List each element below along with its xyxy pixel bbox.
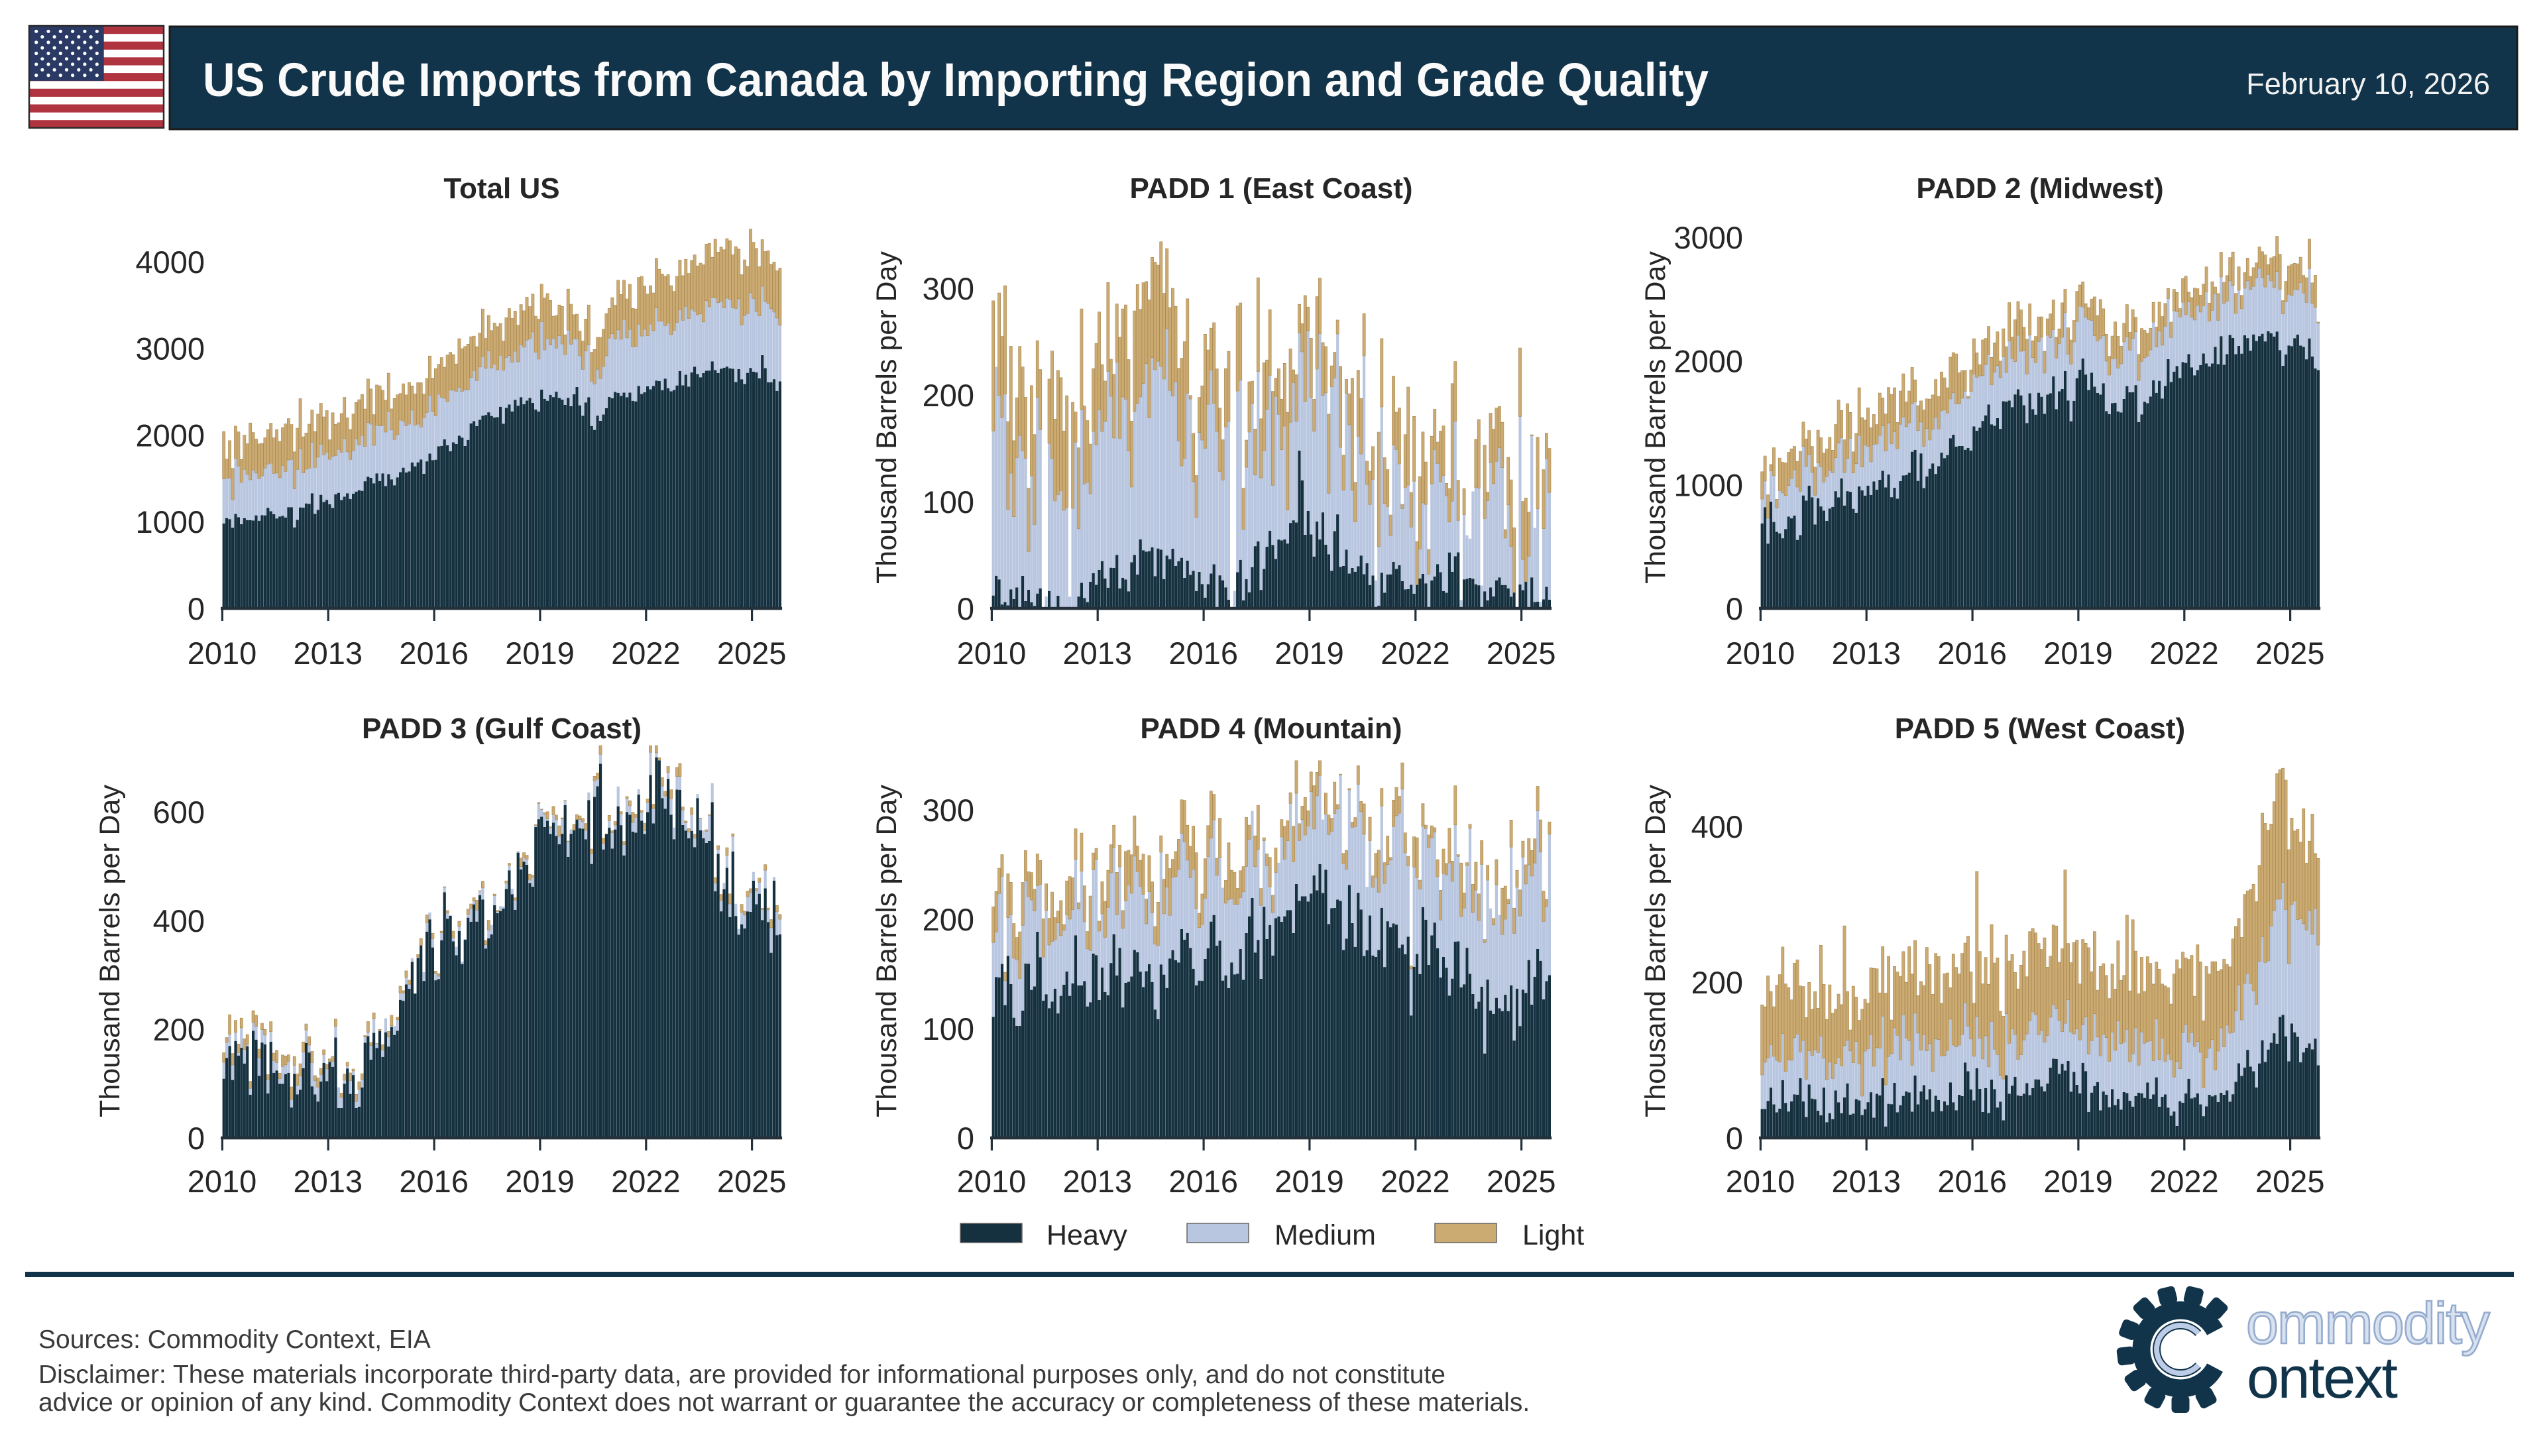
svg-text:Light: Light xyxy=(1522,1219,1584,1251)
svg-text:Thousand Barrels per Day: Thousand Barrels per Day xyxy=(871,785,903,1117)
svg-text:2016: 2016 xyxy=(399,636,469,671)
svg-text:2022: 2022 xyxy=(2149,636,2219,671)
svg-text:2013: 2013 xyxy=(1063,1164,1133,1199)
svg-text:2013: 2013 xyxy=(294,1164,363,1199)
svg-text:Medium: Medium xyxy=(1274,1219,1376,1251)
svg-text:2000: 2000 xyxy=(1673,344,1743,379)
svg-text:2013: 2013 xyxy=(1832,1164,1901,1199)
svg-text:300: 300 xyxy=(923,271,974,306)
svg-text:200: 200 xyxy=(923,902,974,937)
svg-text:2025: 2025 xyxy=(2255,1164,2325,1199)
svg-text:2010: 2010 xyxy=(957,636,1027,671)
svg-text:2010: 2010 xyxy=(957,1164,1027,1199)
svg-text:Thousand Barrels per Day: Thousand Barrels per Day xyxy=(1640,785,1671,1117)
svg-text:PADD 5 (West Coast): PADD 5 (West Coast) xyxy=(1895,712,2185,745)
svg-text:2025: 2025 xyxy=(2255,636,2325,671)
svg-text:2025: 2025 xyxy=(717,636,787,671)
svg-text:2016: 2016 xyxy=(399,1164,469,1199)
svg-text:Total US: Total US xyxy=(443,172,559,205)
svg-text:ontext: ontext xyxy=(2247,1345,2398,1410)
svg-text:2013: 2013 xyxy=(294,636,363,671)
svg-text:600: 600 xyxy=(153,795,205,830)
svg-text:2016: 2016 xyxy=(1168,636,1238,671)
svg-text:2010: 2010 xyxy=(188,1164,257,1199)
svg-text:2022: 2022 xyxy=(611,636,681,671)
svg-text:0: 0 xyxy=(957,591,974,626)
svg-text:0: 0 xyxy=(1726,591,1743,626)
svg-text:PADD 3 (Gulf Coast): PADD 3 (Gulf Coast) xyxy=(362,712,642,745)
svg-text:0: 0 xyxy=(957,1121,974,1156)
svg-text:2010: 2010 xyxy=(188,636,257,671)
svg-text:2010: 2010 xyxy=(1726,636,1795,671)
svg-text:Heavy: Heavy xyxy=(1046,1219,1127,1251)
svg-text:2025: 2025 xyxy=(1487,636,1556,671)
svg-text:2019: 2019 xyxy=(2043,1164,2113,1199)
svg-text:2019: 2019 xyxy=(1274,1164,1344,1199)
svg-text:300: 300 xyxy=(923,793,974,828)
svg-text:200: 200 xyxy=(923,378,974,413)
svg-text:advice or opinion of any kind.: advice or opinion of any kind. Commodity… xyxy=(38,1388,1530,1417)
svg-text:2019: 2019 xyxy=(2043,636,2113,671)
svg-text:Thousand Barrels per Day: Thousand Barrels per Day xyxy=(94,785,126,1117)
svg-text:2010: 2010 xyxy=(1726,1164,1795,1199)
svg-text:2016: 2016 xyxy=(1937,636,2007,671)
svg-text:2016: 2016 xyxy=(1937,1164,2007,1199)
svg-text:Sources: Commodity Context, EI: Sources: Commodity Context, EIA xyxy=(38,1325,431,1354)
svg-text:2025: 2025 xyxy=(717,1164,787,1199)
svg-text:ommodity: ommodity xyxy=(2246,1290,2490,1356)
svg-text:0: 0 xyxy=(188,591,205,626)
svg-text:4000: 4000 xyxy=(135,245,205,280)
svg-text:1000: 1000 xyxy=(1673,467,1743,502)
svg-text:200: 200 xyxy=(1691,965,1743,1000)
svg-text:400: 400 xyxy=(153,903,205,938)
svg-text:2000: 2000 xyxy=(135,418,205,453)
svg-text:400: 400 xyxy=(1691,809,1743,844)
svg-text:100: 100 xyxy=(923,484,974,520)
svg-text:1000: 1000 xyxy=(135,504,205,539)
svg-text:US Crude Imports from Canada b: US Crude Imports from Canada by Importin… xyxy=(203,54,1709,107)
svg-text:200: 200 xyxy=(153,1012,205,1047)
svg-text:Disclaimer: These materials in: Disclaimer: These materials incorporate … xyxy=(38,1361,1445,1389)
svg-text:2013: 2013 xyxy=(1832,636,1901,671)
svg-text:2025: 2025 xyxy=(1487,1164,1556,1199)
svg-text:PADD 1 (East Coast): PADD 1 (East Coast) xyxy=(1129,172,1412,205)
svg-text:PADD 2 (Midwest): PADD 2 (Midwest) xyxy=(1916,172,2163,205)
svg-text:2013: 2013 xyxy=(1063,636,1133,671)
svg-text:February 10, 2026: February 10, 2026 xyxy=(2246,67,2490,101)
svg-text:3000: 3000 xyxy=(1673,220,1743,255)
svg-text:0: 0 xyxy=(1726,1121,1743,1156)
svg-text:2022: 2022 xyxy=(1381,636,1450,671)
svg-text:3000: 3000 xyxy=(135,331,205,366)
svg-text:2022: 2022 xyxy=(2149,1164,2219,1199)
svg-text:2019: 2019 xyxy=(505,636,575,671)
svg-text:PADD 4 (Mountain): PADD 4 (Mountain) xyxy=(1140,712,1402,745)
svg-text:Thousand Barrels per Day: Thousand Barrels per Day xyxy=(1640,251,1671,584)
svg-text:2022: 2022 xyxy=(1381,1164,1450,1199)
svg-text:2019: 2019 xyxy=(505,1164,575,1199)
svg-text:Thousand Barrels per Day: Thousand Barrels per Day xyxy=(871,251,903,584)
svg-text:2022: 2022 xyxy=(611,1164,681,1199)
svg-text:2016: 2016 xyxy=(1168,1164,1238,1199)
svg-text:2019: 2019 xyxy=(1274,636,1344,671)
svg-text:100: 100 xyxy=(923,1011,974,1046)
svg-text:0: 0 xyxy=(188,1121,205,1156)
